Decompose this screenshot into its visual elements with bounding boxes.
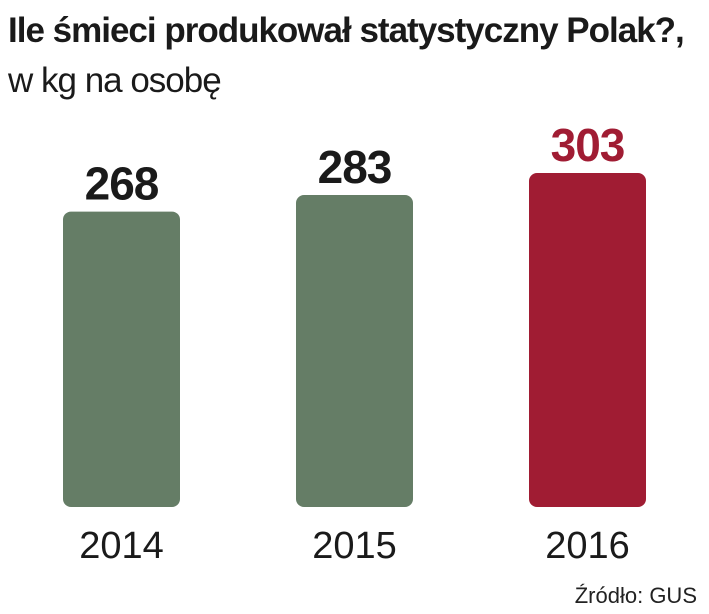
value-label: 268: [85, 158, 159, 210]
value-label: 283: [318, 141, 392, 193]
header: Ile śmieci produkował statystyczny Polak…: [8, 6, 708, 106]
bar: [296, 195, 413, 507]
bar: [529, 173, 646, 507]
x-tick-label: 2016: [545, 525, 630, 567]
x-tick-label: 2014: [79, 525, 164, 567]
x-tick-label: 2015: [312, 525, 397, 567]
value-label: 303: [551, 119, 625, 171]
source: Źródło: GUS: [575, 583, 697, 608]
chart-subtitle: w kg na osobę: [8, 61, 222, 100]
bar: [63, 211, 180, 507]
chart-title: Ile śmieci produkował statystyczny Polak…: [8, 11, 685, 50]
